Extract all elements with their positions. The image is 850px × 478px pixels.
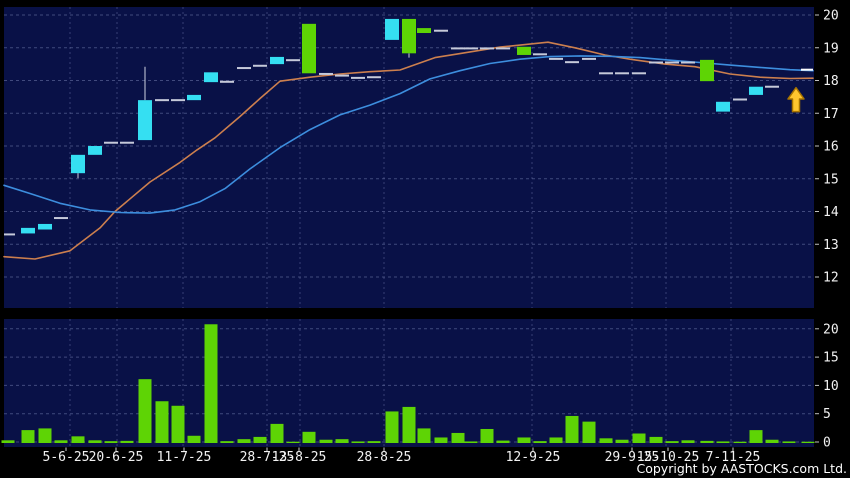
price-axis-label: 20 <box>823 9 839 24</box>
volume-axis-label: 20 <box>823 322 839 337</box>
price-axis-label: 14 <box>823 205 839 220</box>
volume-bar <box>716 441 730 443</box>
candle-body <box>21 227 35 234</box>
volume-bar <box>302 431 316 443</box>
volume-bar <box>402 406 416 443</box>
volume-bar <box>21 430 35 443</box>
date-label: 11-7-25 <box>157 450 212 465</box>
date-label: 28-8-25 <box>357 450 412 465</box>
volume-bar <box>367 441 381 443</box>
volume-bar <box>517 437 531 443</box>
volume-bar <box>533 441 547 443</box>
copyright-text: Copyright by AASTOCKS.com Ltd. <box>636 461 848 476</box>
date-label: 15-10-25 <box>637 450 700 465</box>
volume-bar <box>120 440 134 443</box>
ma-line-orange <box>3 41 814 260</box>
candle-body <box>749 86 763 95</box>
volume-bar <box>71 436 85 443</box>
volume-bar <box>253 436 267 443</box>
volume-bar <box>220 441 234 443</box>
price-axis-label: 17 <box>823 107 839 122</box>
price-axis-label: 15 <box>823 172 839 187</box>
volume-bar <box>749 430 763 443</box>
volume-bar <box>451 432 465 443</box>
date-label: 28-7-25 <box>240 450 295 465</box>
volume-bar <box>549 437 563 443</box>
candle-body <box>88 146 102 155</box>
volume-bar <box>615 439 629 443</box>
price-axis-label: 16 <box>823 140 839 155</box>
volume-bar <box>801 441 815 443</box>
volume-bar <box>319 439 333 443</box>
ma-line-blue <box>3 55 814 214</box>
price-axis-label: 12 <box>823 271 839 286</box>
volume-bar <box>54 440 68 443</box>
volume-bar <box>155 401 169 443</box>
price-axis-label: 13 <box>823 238 839 253</box>
candle-body <box>204 72 218 83</box>
candle-body <box>302 23 316 74</box>
date-label: 12-9-25 <box>506 450 561 465</box>
volume-bar <box>104 441 118 443</box>
volume-bar <box>335 439 349 443</box>
volume-bar <box>138 379 152 443</box>
candle-body <box>187 94 201 101</box>
candle-body <box>517 46 531 55</box>
volume-bar <box>464 441 478 443</box>
price-axis-label: 19 <box>823 41 839 56</box>
volume-bar <box>270 423 284 443</box>
volume-bar <box>204 324 218 443</box>
candle-body <box>402 18 416 54</box>
volume-bar <box>38 428 52 443</box>
candle-body <box>716 101 730 112</box>
volume-bar <box>496 440 510 443</box>
volume-bar <box>351 441 365 443</box>
candle-body <box>700 59 714 82</box>
candle-body <box>417 28 431 34</box>
volume-bar <box>88 440 102 443</box>
price-axis-label: 18 <box>823 74 839 89</box>
date-label: 20-6-25 <box>89 450 144 465</box>
volume-bar <box>782 441 796 443</box>
date-label: 29-9-25 <box>605 450 660 465</box>
volume-axis-label: 10 <box>823 379 839 394</box>
volume-bar <box>599 438 613 443</box>
date-label: 5-6-25 <box>43 450 90 465</box>
volume-bar <box>286 441 300 443</box>
volume-bar <box>700 440 714 443</box>
volume-bar <box>632 433 646 443</box>
volume-bar <box>649 436 663 443</box>
date-label: 13-8-25 <box>272 450 327 465</box>
volume-bar <box>187 435 201 443</box>
volume-axis-label: 5 <box>823 407 831 422</box>
candle-body <box>38 223 52 230</box>
volume-bar <box>385 411 399 443</box>
volume-bar <box>765 439 779 443</box>
volume-bar <box>1 440 15 443</box>
volume-axis-label: 15 <box>823 351 839 366</box>
volume-bar <box>417 428 431 443</box>
volume-bar <box>733 441 747 443</box>
volume-bar <box>171 405 185 443</box>
volume-bar <box>582 421 596 443</box>
candle-body <box>270 56 284 65</box>
candle-body <box>385 18 399 40</box>
volume-bar <box>665 441 679 443</box>
volume-bar <box>681 440 695 443</box>
date-label: 7-11-25 <box>706 450 761 465</box>
volume-bar <box>480 428 494 443</box>
volume-bar <box>565 415 579 443</box>
candle-body <box>71 154 85 174</box>
volume-bar <box>237 439 251 443</box>
volume-bar <box>434 437 448 443</box>
volume-axis-label: 0 <box>823 436 831 451</box>
up-arrow-marker <box>787 86 805 113</box>
candle-body <box>138 100 152 141</box>
